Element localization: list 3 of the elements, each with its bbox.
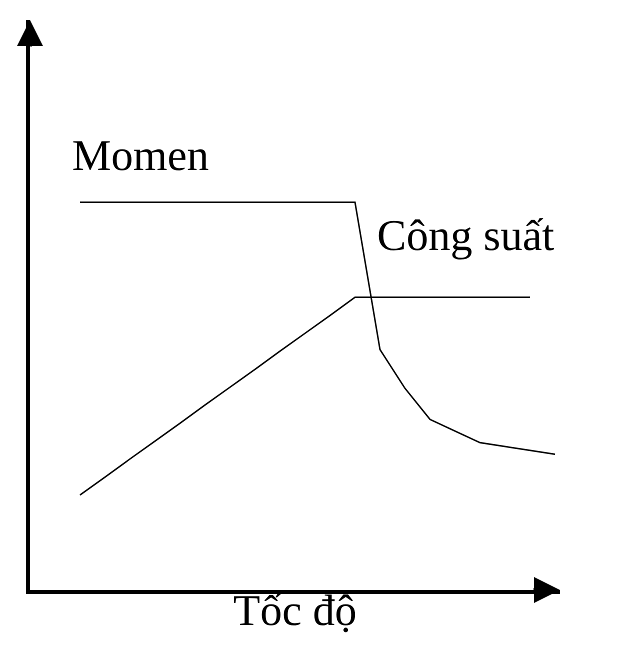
x-axis-title: Tốc độ	[233, 586, 357, 636]
series-label: Công suất	[377, 211, 554, 260]
series-label: Momen	[72, 131, 209, 180]
